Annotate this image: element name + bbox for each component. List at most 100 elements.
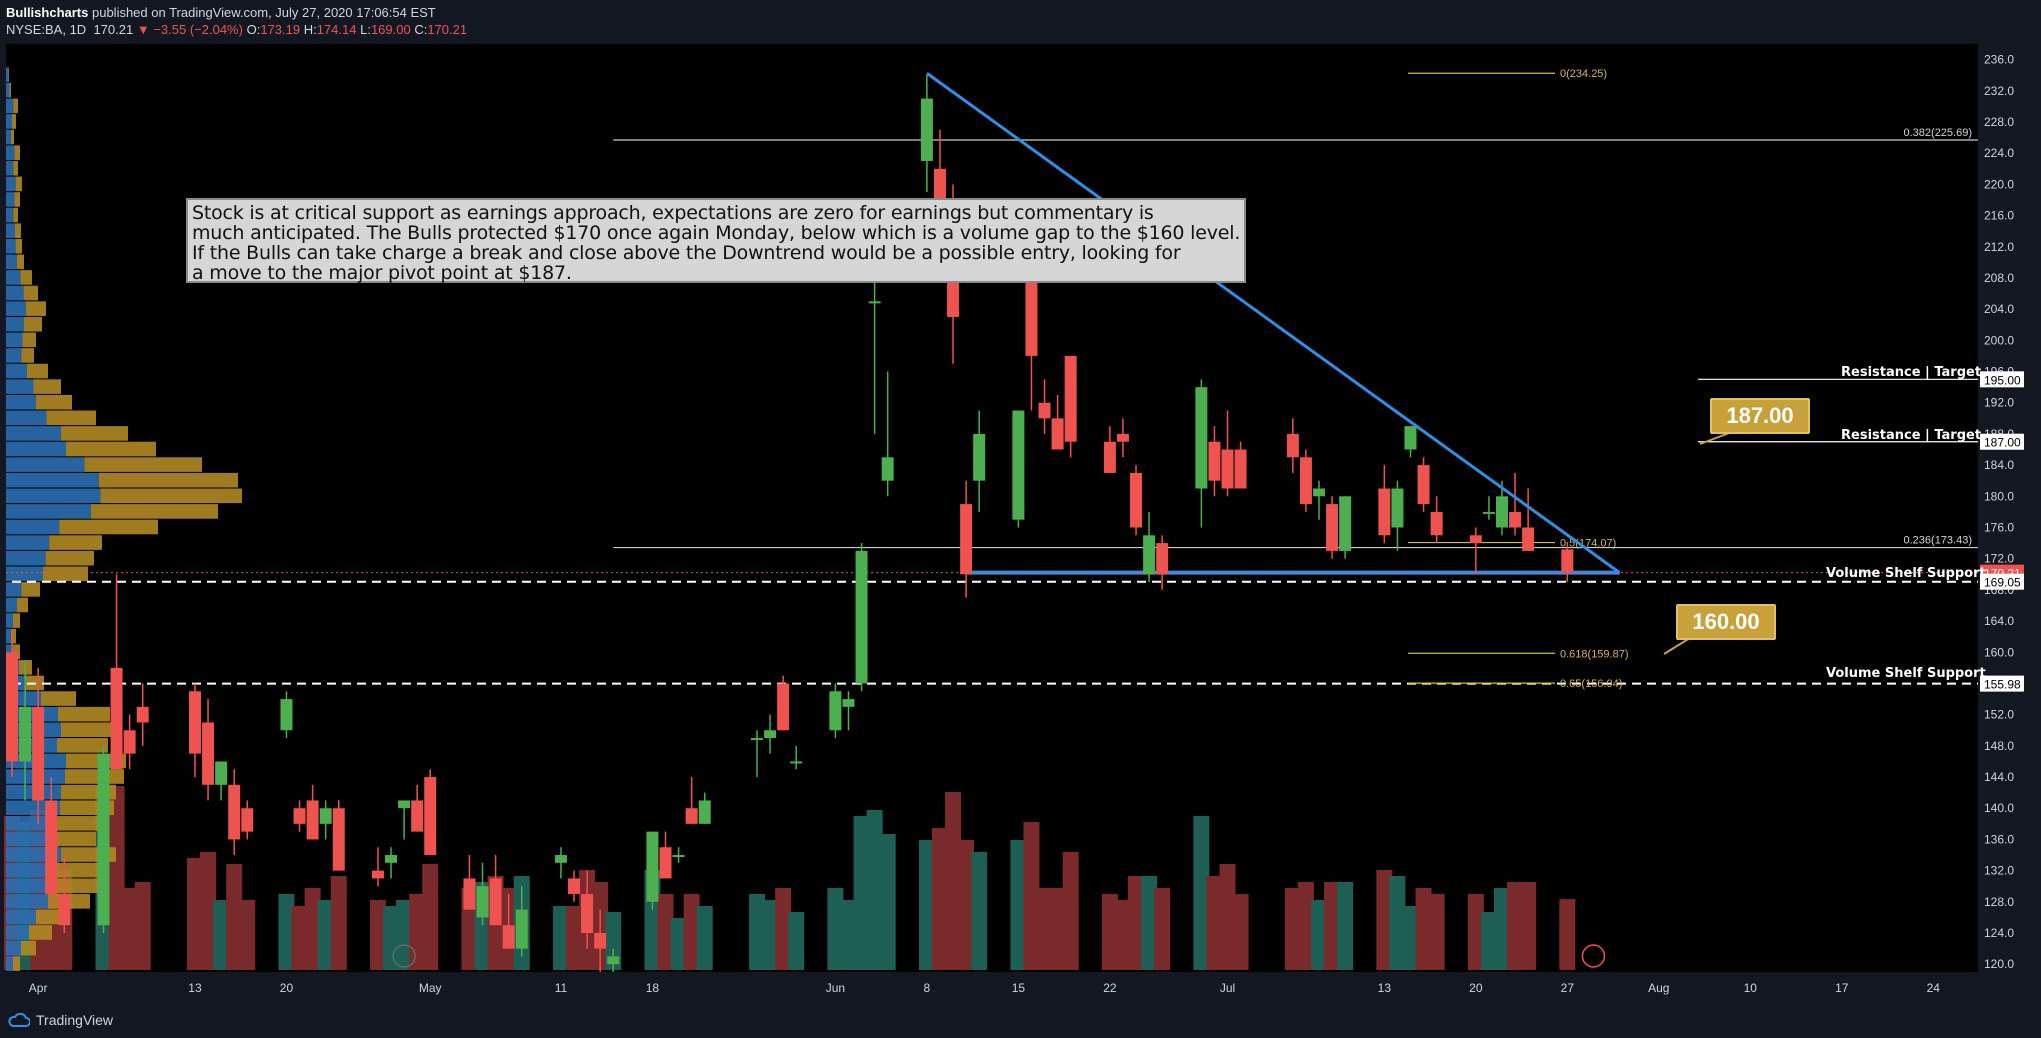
volume-bar [1297, 882, 1314, 970]
price-axis-marker [1980, 371, 2024, 388]
volume-bar [971, 852, 988, 970]
candle-body [110, 667, 123, 770]
analysis-note[interactable]: Stock is at critical support as earnings… [186, 198, 1246, 283]
price-axis-marker-label: 187.00 [1984, 436, 2021, 450]
volume-profile-down-bar [27, 363, 48, 379]
candle-body [476, 886, 489, 918]
volume-profile-down-bar [21, 582, 40, 597]
volume-bar [1493, 888, 1510, 970]
volume-bar [748, 894, 765, 970]
candle-body [1208, 441, 1221, 481]
volume-bar [566, 906, 583, 970]
callout-pointer [1663, 637, 1691, 655]
candle-body [594, 933, 607, 949]
callout-pointer [1699, 431, 1733, 445]
volume-profile-up-bar [6, 831, 51, 847]
price-tick-label: 236.0 [1984, 53, 2014, 67]
time-tick-label: 8 [924, 981, 931, 995]
volume-profile-down-bar [90, 504, 218, 519]
price-tick-label: 140.0 [1984, 801, 2014, 815]
volume-profile-up-bar [6, 738, 57, 753]
volume-bar [1023, 822, 1040, 970]
volume-profile-up-bar [6, 285, 24, 301]
candle-body [960, 504, 973, 575]
candle-body [685, 808, 698, 824]
candle-body [1103, 441, 1116, 473]
top-bar: Bullishcharts published on TradingView.c… [0, 0, 2041, 44]
volume-bar [657, 894, 674, 970]
volume-profile-up-bar [6, 160, 14, 176]
volume-profile-up-bar [6, 223, 15, 238]
volume-profile-down-bar [57, 738, 108, 753]
time-tick-label: Aug [1648, 981, 1669, 995]
volume-profile-up-bar [6, 114, 12, 129]
volume-bar [317, 900, 334, 970]
volume-profile-down-bar [11, 628, 16, 644]
candle-body [1495, 496, 1508, 528]
price-tick-label: 132.0 [1984, 864, 2014, 878]
volume-profile-up-bar [6, 301, 26, 316]
volume-profile-down-bar [57, 862, 108, 878]
candle-body [842, 699, 855, 707]
note-line: Stock is at critical support as earnings… [192, 202, 1154, 224]
target-callout-160[interactable]: 160.00 [1676, 604, 1776, 640]
candle-body [1116, 433, 1129, 442]
fib-label: 0.65(156.04) [1560, 678, 1622, 690]
volume-profile-up-bar [6, 504, 91, 519]
volume-profile-up-bar [6, 348, 22, 363]
volume-bar [853, 816, 870, 970]
candle-body [1417, 465, 1430, 505]
volume-bar [291, 906, 308, 970]
volume-bar [1141, 876, 1158, 970]
volume-bar [1206, 876, 1223, 970]
volume-profile-up-bar [6, 145, 15, 160]
close-value: 170.21 [427, 22, 468, 37]
price-axis-marker [1980, 675, 2024, 692]
volume-profile-down-bar [13, 644, 20, 660]
volume-bar [1389, 876, 1406, 970]
volume-profile-down-bar [21, 940, 36, 956]
candle-body [1025, 277, 1038, 356]
volume-profile-up-bar [6, 316, 24, 332]
symbol-label[interactable]: NYSE:BA, 1D [6, 22, 87, 37]
candle-body [515, 909, 528, 949]
volume-profile-up-bar [6, 410, 47, 426]
candle-body [332, 808, 345, 871]
candle-body [764, 730, 777, 739]
author-name[interactable]: Bullishcharts [6, 5, 89, 20]
high-label: H: [303, 22, 317, 37]
volume-profile-down-bar [100, 488, 243, 504]
volume-bar [369, 900, 386, 970]
candle-body [1234, 449, 1247, 489]
tradingview-logo[interactable]: TradingView [8, 1012, 113, 1028]
fib-label: 0.618(159.87) [1560, 648, 1629, 660]
candle-body [424, 777, 437, 856]
target-callout-187[interactable]: 187.00 [1710, 398, 1810, 434]
price-tick-label: 164.0 [1984, 614, 2014, 628]
volume-profile-down-bar [14, 145, 20, 160]
candle-body [646, 831, 659, 902]
price-tick-label: 180.0 [1984, 489, 2014, 503]
volume-profile-up-bar [6, 535, 50, 550]
volume-bar [422, 864, 439, 970]
volume-bar [1114, 900, 1131, 970]
volume-profile-down-bar [49, 535, 102, 550]
time-tick-label: 17 [1835, 981, 1849, 995]
volume-bar [696, 906, 713, 970]
plot-area [6, 44, 1978, 972]
volume-bar [1193, 816, 1210, 970]
volume-profile-up-bar [6, 129, 11, 145]
volume-profile-up-bar [6, 613, 13, 628]
price-tick-label: 204.0 [1984, 302, 2014, 316]
volume-profile-up-bar [6, 270, 21, 285]
open-label: O: [246, 22, 261, 37]
volume-profile-up-bar [6, 379, 34, 394]
candle-body [280, 699, 293, 731]
candle-body [1378, 488, 1391, 536]
candle-body [1299, 457, 1312, 505]
volume-bar [1284, 888, 1301, 970]
volume-bar [762, 900, 779, 970]
volume-bar [278, 894, 295, 970]
candle-body [1430, 511, 1443, 536]
